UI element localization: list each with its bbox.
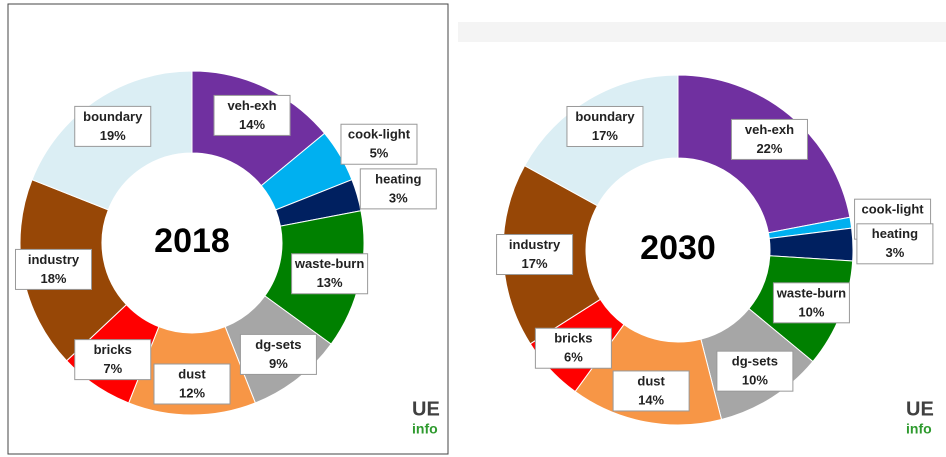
label-box (566, 105, 644, 147)
category-label: dust (637, 373, 665, 388)
slice-label: boundary 17% (566, 105, 644, 147)
category-label: bricks (94, 342, 132, 357)
category-label: bricks (554, 331, 592, 346)
value-label: 12% (179, 385, 205, 400)
center-title: 2018 (154, 222, 230, 260)
label-box (14, 248, 92, 290)
category-label: dg-sets (732, 354, 778, 369)
label-box (716, 350, 794, 392)
logo-top: UE (906, 398, 934, 420)
category-label: dust (178, 366, 206, 381)
category-label: veh-exh (745, 122, 794, 137)
label-box (612, 370, 690, 412)
value-label: 5% (370, 146, 389, 161)
slice-label: veh-exh 22% (730, 118, 808, 160)
slice-label: dust 12% (153, 363, 231, 405)
category-label: cook-light (348, 127, 411, 142)
value-label: 19% (100, 128, 126, 143)
logo-top: UE (412, 398, 440, 420)
label-box (291, 253, 369, 295)
panel-frame (7, 3, 449, 455)
slice-label: industry 17% (496, 234, 574, 276)
value-label: 3% (886, 245, 905, 260)
category-label: heating (375, 171, 421, 186)
slice-label: bricks 6% (534, 327, 612, 369)
slice-label: bricks 7% (74, 339, 152, 381)
category-label: waste-burn (776, 285, 846, 300)
label-box (340, 123, 418, 165)
slice-label: boundary 19% (74, 105, 152, 147)
label-box (74, 339, 152, 381)
label-box (74, 105, 152, 147)
category-label: boundary (83, 109, 143, 124)
category-label: industry (509, 237, 561, 252)
category-label: industry (28, 252, 80, 267)
category-label: cook-light (862, 202, 925, 217)
value-label: 7% (103, 361, 122, 376)
value-label: 22% (756, 141, 782, 156)
label-box (239, 333, 317, 375)
slice-label: veh-exh 14% (213, 94, 291, 136)
slice-label: dg-sets 10% (716, 350, 794, 392)
label-box (730, 118, 808, 160)
label-box (772, 282, 850, 324)
value-label: 18% (40, 271, 66, 286)
slice-label: cook-light 5% (340, 123, 418, 165)
category-label: boundary (575, 109, 635, 124)
value-label: 6% (564, 350, 583, 365)
value-label: 14% (239, 117, 265, 132)
top-bar (458, 22, 946, 42)
value-label: 9% (269, 356, 288, 371)
slice-label: heating 3% (856, 223, 934, 265)
slice-label: dust 14% (612, 370, 690, 412)
value-label: 10% (798, 304, 824, 319)
category-label: heating (872, 226, 918, 241)
label-box (534, 327, 612, 369)
slice-label: industry 18% (14, 248, 92, 290)
label-box (359, 168, 437, 210)
logo-bottom: info (906, 421, 932, 437)
slice-label: heating 3% (359, 168, 437, 210)
slice-label: waste-burn 13% (291, 253, 369, 295)
value-label: 14% (638, 392, 664, 407)
category-label: waste-burn (294, 256, 364, 271)
value-label: 17% (522, 256, 548, 271)
logo-bottom: info (412, 421, 438, 437)
value-label: 10% (742, 373, 768, 388)
value-label: 13% (317, 275, 343, 290)
slice-label: dg-sets 9% (239, 333, 317, 375)
center-title: 2030 (640, 229, 716, 267)
slice-label: waste-burn 10% (772, 282, 850, 324)
value-label: 3% (389, 190, 408, 205)
label-box (153, 363, 231, 405)
value-label: 17% (592, 128, 618, 143)
category-label: dg-sets (255, 337, 301, 352)
label-box (856, 223, 934, 265)
label-box (213, 94, 291, 136)
category-label: veh-exh (227, 98, 276, 113)
label-box (496, 234, 574, 276)
